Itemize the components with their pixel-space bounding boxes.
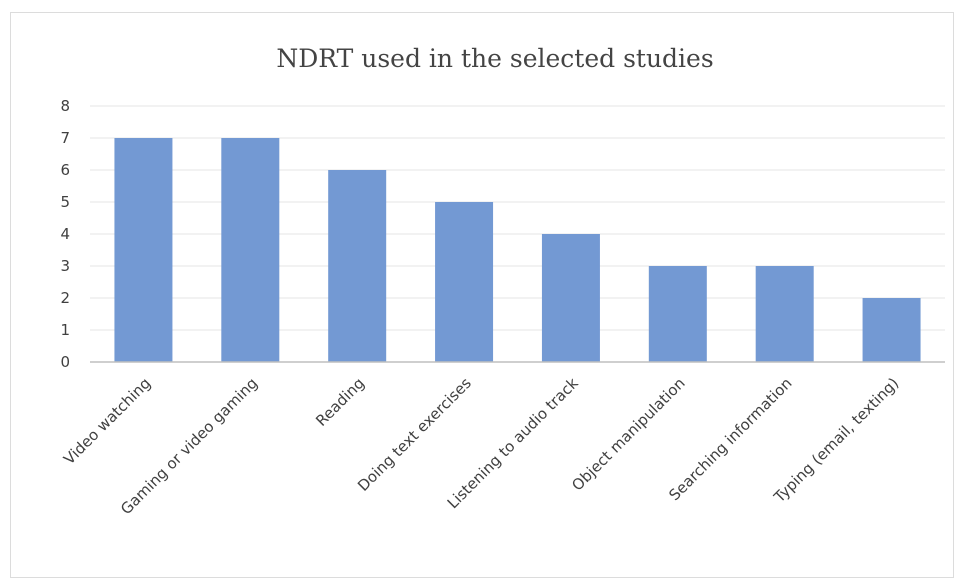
y-tick-label: 3 bbox=[60, 257, 70, 275]
bar bbox=[862, 298, 921, 362]
x-category-label: Typing (email, texting) bbox=[770, 374, 903, 507]
bars bbox=[114, 138, 921, 362]
y-tick-label: 0 bbox=[60, 353, 70, 371]
bar bbox=[755, 266, 814, 362]
bar bbox=[328, 170, 387, 362]
bar bbox=[114, 138, 173, 362]
bar bbox=[435, 202, 494, 362]
y-tick-label: 2 bbox=[60, 289, 70, 307]
bar bbox=[541, 234, 600, 362]
y-tick-label: 7 bbox=[60, 129, 70, 147]
y-axis-ticks: 0 1 2 3 4 5 6 7 8 bbox=[60, 97, 70, 371]
x-category-label: Reading bbox=[312, 374, 368, 430]
y-tick-label: 8 bbox=[60, 97, 70, 115]
y-tick-label: 6 bbox=[60, 161, 70, 179]
x-category-label: Doing text exercises bbox=[354, 374, 475, 495]
x-category-label: Searching information bbox=[665, 374, 795, 504]
bar bbox=[221, 138, 280, 362]
chart-title: NDRT used in the selected studies bbox=[276, 44, 713, 73]
y-tick-label: 5 bbox=[60, 193, 70, 211]
y-tick-label: 1 bbox=[60, 321, 70, 339]
gridlines bbox=[90, 105, 945, 331]
bar bbox=[648, 266, 707, 362]
y-tick-label: 4 bbox=[60, 225, 70, 243]
x-category-label: Video watching bbox=[60, 374, 154, 468]
x-category-label: Object manipulation bbox=[568, 374, 688, 494]
